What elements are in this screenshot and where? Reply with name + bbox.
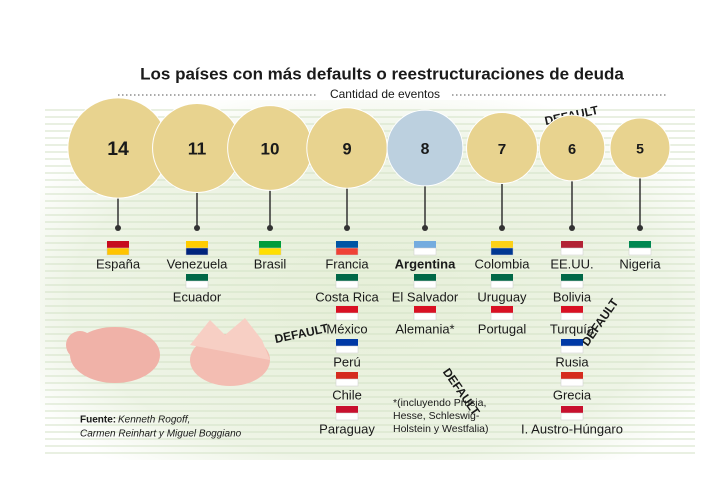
flag (185, 247, 209, 256)
flag (561, 339, 583, 346)
country-label: Rusia (555, 354, 589, 369)
piggy-bank (66, 318, 270, 386)
flag (185, 280, 209, 289)
country-label: Bolivia (553, 289, 592, 304)
flag (186, 241, 208, 248)
country-label: Costa Rica (315, 289, 379, 304)
flag (336, 274, 358, 281)
bubble-label: 14 (107, 138, 129, 160)
flag (414, 306, 436, 313)
stem-dot (115, 225, 121, 231)
flag (259, 241, 281, 248)
flag (335, 345, 359, 354)
flag (560, 412, 584, 421)
flag (336, 339, 358, 346)
country-label: Venezuela (167, 256, 228, 271)
country-label: Chile (332, 387, 362, 402)
country-label: Nigeria (619, 256, 661, 271)
country-label: Paraguay (319, 421, 375, 436)
source: Kenneth Rogoff, (118, 415, 190, 426)
country-label: Argentina (395, 256, 456, 271)
country-label: Grecia (553, 387, 592, 402)
country-label: El Salvador (392, 289, 459, 304)
flag (560, 247, 584, 256)
flag (336, 306, 358, 313)
flag (336, 372, 358, 379)
country-label: Brasil (254, 256, 287, 271)
flag (335, 280, 359, 289)
stem-dot (499, 225, 505, 231)
title: Los países con más defaults o reestructu… (140, 64, 624, 83)
flag (106, 247, 130, 256)
flag (336, 406, 358, 413)
bubble-label: 11 (188, 139, 207, 159)
flag (335, 247, 359, 256)
flag (413, 312, 437, 321)
country-label: EE.UU. (550, 256, 593, 271)
flag (107, 241, 129, 248)
bubble-label: 5 (636, 141, 644, 157)
flag (491, 241, 513, 248)
bubble (538, 114, 606, 182)
subtitle: Cantidad de eventos (330, 87, 440, 101)
bubble (466, 112, 538, 184)
source: Carmen Reinhart y Miguel Boggiano (80, 429, 242, 440)
country-label: Perú (333, 354, 360, 369)
country-label: Francia (325, 256, 369, 271)
country-label: I. Austro-Húngaro (521, 421, 623, 436)
flag (629, 241, 651, 248)
country-label: México (326, 321, 367, 336)
stem-dot (422, 225, 428, 231)
bubble-label: 7 (498, 141, 506, 158)
flag (413, 247, 437, 256)
country-label: Turquía (550, 321, 595, 336)
flag (413, 280, 437, 289)
flag (561, 241, 583, 248)
flag (414, 274, 436, 281)
footnote: Hesse, Schleswig- (393, 410, 480, 422)
flag (414, 241, 436, 248)
flag (561, 372, 583, 379)
flag (628, 247, 652, 256)
country-label: Colombia (475, 256, 531, 271)
footnote: Holstein y Westfalia) (393, 423, 489, 435)
flag (335, 378, 359, 387)
flag (561, 274, 583, 281)
country-label: Ecuador (173, 289, 222, 304)
flag (560, 378, 584, 387)
bubble (386, 109, 464, 187)
flag (336, 241, 358, 248)
country-label: Uruguay (477, 289, 527, 304)
country-label: España (96, 256, 141, 271)
flag (490, 247, 514, 256)
bubble-label: 10 (261, 139, 280, 158)
bubble (609, 117, 671, 179)
stem-dot (344, 225, 350, 231)
flag (490, 312, 514, 321)
flag (560, 280, 584, 289)
bubble-label: 8 (421, 141, 430, 158)
country-label: Alemania* (395, 321, 454, 336)
flag (561, 406, 583, 413)
flag (491, 274, 513, 281)
flag (335, 412, 359, 421)
country-label: Portugal (478, 321, 527, 336)
stem-dot (194, 225, 200, 231)
flag (335, 312, 359, 321)
footnote: *(incluyendo Prusia, (393, 397, 486, 409)
flag (560, 345, 584, 354)
bubble-label: 6 (568, 142, 576, 158)
bubble-label: 9 (342, 140, 351, 158)
stem-dot (267, 225, 273, 231)
source-label: Fuente: (80, 415, 116, 426)
flag (491, 306, 513, 313)
flag (560, 312, 584, 321)
flag (490, 280, 514, 289)
stem-dot (569, 225, 575, 231)
stem-dot (637, 225, 643, 231)
flag (258, 247, 282, 256)
flag (561, 306, 583, 313)
flag (186, 274, 208, 281)
